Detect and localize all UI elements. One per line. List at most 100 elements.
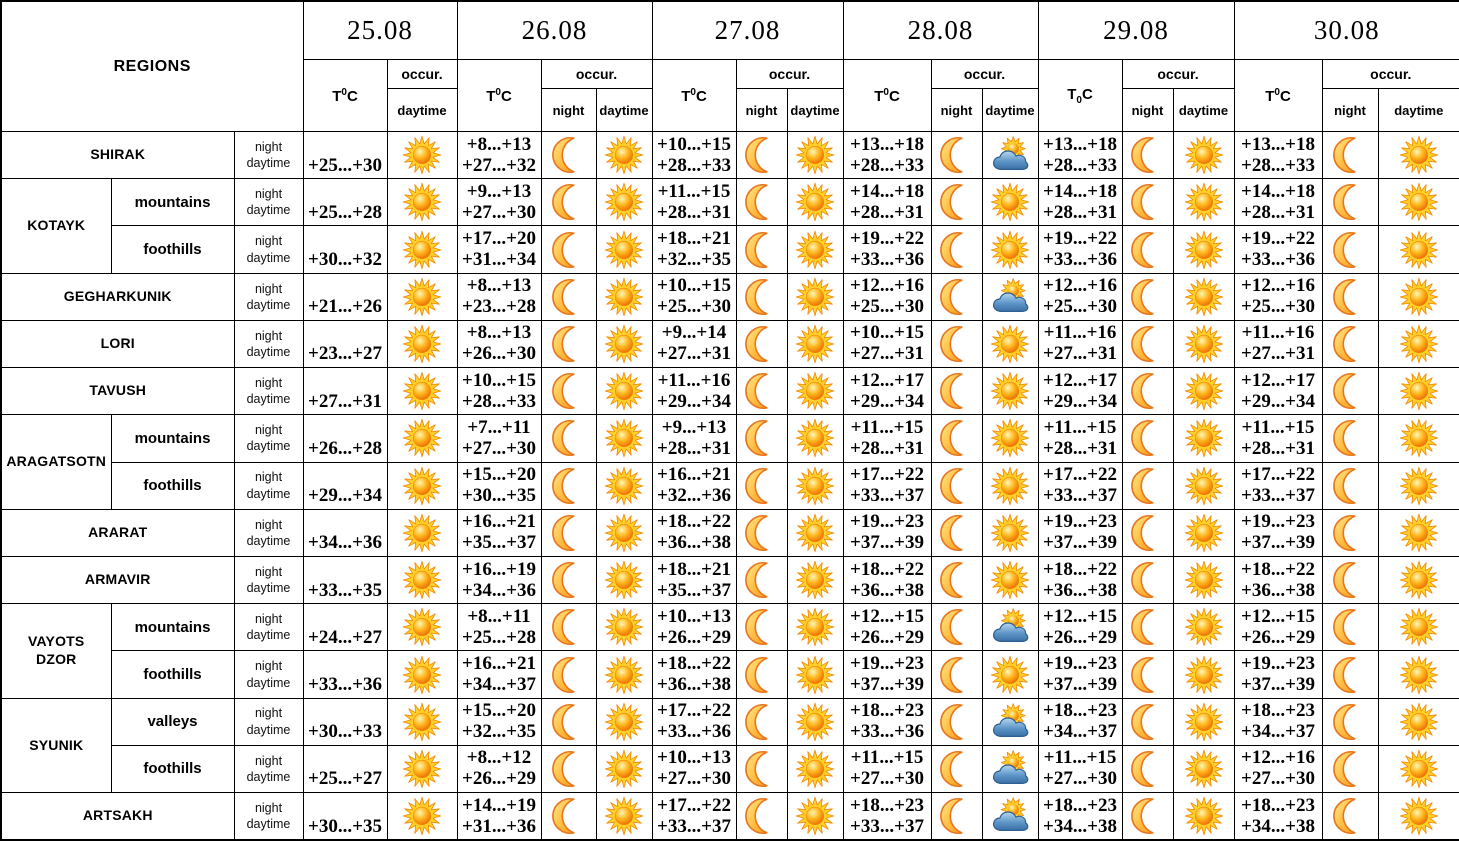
weather-icon-cell [786,650,844,699]
crescent-moon-icon [937,135,977,175]
daytime-temperature: +32...+35 [462,721,536,743]
crescent-moon-icon [1128,796,1168,836]
temperature-cell: +10...+15 +27...+31 [842,319,932,369]
weather-icon-cell [786,697,844,746]
weather-icon-cell [735,744,788,794]
sun-icon [1184,560,1224,600]
night-header: night [540,88,597,132]
weather-icon-cell [386,508,458,557]
temperature-unit-header: T0C [1037,59,1123,132]
temperature-cell: +18...+23 +33...+36 [842,697,932,746]
night-temperature: +10...+13 [657,605,731,627]
weather-icon-cell [930,130,983,180]
daytime-temperature: +28...+33 [1043,154,1117,176]
weather-icon-cell [1172,508,1235,557]
daytime-temperature: +32...+35 [657,249,731,271]
night-temperature: +19...+23 [1241,653,1315,675]
daytime-temperature: +33...+37 [657,815,731,837]
temperature-cell: +9...+13 +28...+31 [651,414,737,463]
temperature-cell: +18...+21 +35...+37 [651,555,737,605]
weather-icon-cell [386,650,458,699]
crescent-moon-icon [937,513,977,553]
weather-icon-cell [735,225,788,274]
weather-icon-cell [1377,697,1459,746]
daytime-temperature: +33...+36 [1241,249,1315,271]
sun-icon [1399,796,1439,836]
weather-icon-cell [981,555,1039,605]
subregion-cell: mountains [110,178,235,227]
daytime-temperature: +30...+35 [462,485,536,507]
crescent-moon-icon [1128,607,1168,647]
time-of-day-label: night daytime [233,225,304,274]
temperature-cell: +10...+13 +27...+30 [651,744,737,794]
night-temperature: +19...+22 [850,228,924,250]
sun-icon [402,182,442,222]
daytime-temperature: +28...+31 [1043,201,1117,223]
weather-icon-cell [1121,697,1174,746]
temperature-cell: +11...+16 +27...+31 [1037,319,1123,369]
weather-icon-cell [1377,272,1459,321]
night-temperature: +8...+12 [466,747,532,769]
daytime-temperature: +27...+31 [308,390,382,412]
weather-icon-cell [735,508,788,557]
crescent-moon-icon [549,277,589,317]
crescent-moon-icon [549,371,589,411]
weather-icon-cell [386,414,458,463]
daytime-temperature: +28...+33 [850,154,924,176]
crescent-moon-icon [1330,182,1370,222]
night-temperature: +17...+22 [1043,464,1117,486]
temperature-cell: +12...+16 +25...+30 [1037,272,1123,321]
weather-icon-cell [1321,555,1379,605]
weather-icon-cell [386,461,458,510]
weather-icon-cell [1121,414,1174,463]
daytime-temperature: +25...+30 [1043,296,1117,318]
crescent-moon-icon [1128,466,1168,506]
sun-icon [795,135,835,175]
weather-icon-cell [981,130,1039,180]
crescent-moon-icon [937,466,977,506]
table-body: SHIRAK night daytime +25...+30 +8...+13 +27.… [0,130,1459,841]
temperature-cell: +18...+23 +34...+38 [1233,792,1323,841]
time-of-day-label: night daytime [233,508,304,557]
crescent-moon-icon [1330,796,1370,836]
sun-icon [1399,702,1439,742]
sun-icon [1184,182,1224,222]
temperature-cell: +17...+22 +33...+37 [1233,461,1323,510]
sun-icon [604,277,644,317]
weather-icon-cell [1172,792,1235,841]
date-header: 26.08 [456,0,653,60]
weather-icon-cell [1172,744,1235,794]
crescent-moon-icon [549,135,589,175]
weather-icon-cell [981,697,1039,746]
temperature-cell: +8...+13 +23...+28 [456,272,542,321]
daytime-temperature: +27...+31 [1043,343,1117,365]
night-temperature: +18...+22 [1043,558,1117,580]
daytime-temperature: +30...+32 [308,249,382,271]
temperature-cell: +11...+16 +29...+34 [651,367,737,416]
weather-icon-cell [1121,272,1174,321]
weather-icon-cell [1377,744,1459,794]
night-temperature: +11...+15 [850,416,924,438]
weather-icon-cell [386,555,458,605]
sun-icon [604,371,644,411]
weather-icon-cell [981,367,1039,416]
night-temperature: +18...+23 [850,700,924,722]
weather-icon-cell [930,319,983,369]
weather-icon-cell [981,603,1039,652]
weather-icon-cell [540,697,597,746]
sun-icon [402,796,442,836]
weather-icon-cell [1377,225,1459,274]
crescent-moon-icon [1330,466,1370,506]
night-temperature: +12...+15 [1043,605,1117,627]
crescent-moon-icon [549,796,589,836]
temperature-cell: +12...+15 +26...+29 [1233,603,1323,652]
night-temperature: +15...+20 [462,700,536,722]
temperature-cell: +19...+23 +37...+39 [842,508,932,557]
night-temperature: +13...+18 [1241,133,1315,155]
daytime-header: daytime [786,88,844,132]
crescent-moon-icon [1128,513,1168,553]
night-temperature: +18...+23 [1241,794,1315,816]
temperature-unit-header: T0C [651,59,737,132]
temperature-cell: +11...+15 +28...+31 [651,178,737,227]
weather-icon-cell [1172,555,1235,605]
